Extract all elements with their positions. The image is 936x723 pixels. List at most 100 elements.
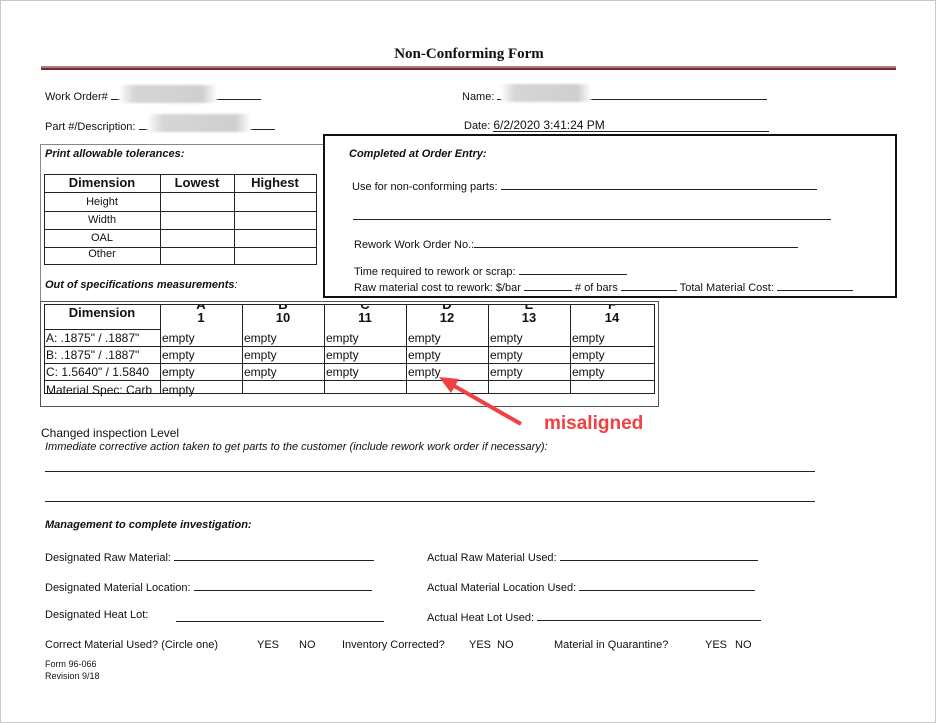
- measurements-heading: Out of specifications measurements:: [45, 279, 238, 291]
- measurement-cell[interactable]: empty: [408, 331, 441, 345]
- measurement-cell[interactable]: empty: [244, 365, 277, 379]
- col-letter-clip: E: [488, 305, 570, 310]
- page-title: Non-Conforming Form: [394, 46, 544, 62]
- table-line: [488, 304, 489, 394]
- actual-raw-field[interactable]: Actual Raw Material Used:: [427, 549, 758, 564]
- table-line: [160, 304, 161, 394]
- annotation-label: misaligned: [544, 413, 644, 434]
- row-oal: OAL: [90, 232, 113, 244]
- work-order-label: Work Order#: [45, 91, 108, 103]
- measurement-cell[interactable]: empty: [490, 365, 523, 379]
- measurement-cell[interactable]: empty: [572, 365, 605, 379]
- measurement-cell[interactable]: empty: [162, 383, 195, 397]
- date-field[interactable]: Date: 6/2/2020 3:41:24 PM: [464, 118, 770, 132]
- col-header-highest: Highest: [251, 175, 299, 190]
- redacted-part: [147, 114, 251, 132]
- measurements-outer-box: [40, 301, 659, 407]
- measurement-cell[interactable]: empty: [408, 348, 441, 362]
- use-for-field[interactable]: Use for non-conforming parts:: [352, 178, 817, 193]
- measurement-cell[interactable]: empty: [490, 331, 523, 345]
- measurement-cell[interactable]: empty: [326, 331, 359, 345]
- designated-location-field[interactable]: Designated Material Location:: [45, 579, 372, 594]
- corrective-line-2[interactable]: [45, 501, 815, 502]
- table-line: [44, 393, 655, 394]
- inventory-no[interactable]: NO: [497, 639, 514, 651]
- table-line: [324, 304, 325, 394]
- measurement-cell[interactable]: empty: [572, 331, 605, 345]
- correct-material-no[interactable]: NO: [299, 639, 316, 651]
- inventory-yes[interactable]: YES: [469, 639, 492, 651]
- corrective-action-label: Immediate corrective action taken to get…: [45, 441, 548, 453]
- col-header-number: 10: [275, 310, 291, 325]
- col-letter-clip: A: [160, 305, 242, 310]
- col-header-dimension: Dimension: [68, 175, 136, 190]
- row-label: A: .1875" / .1887": [46, 331, 140, 345]
- col-header-number: 14: [604, 310, 620, 325]
- date-label: Date:: [464, 120, 491, 132]
- order-entry-box: [323, 134, 897, 298]
- row-label: B: .1875" / .1887": [46, 348, 140, 362]
- col-letter-clip: B: [242, 305, 324, 310]
- row-other: Other: [88, 248, 116, 260]
- corrective-line-1[interactable]: [45, 471, 815, 472]
- actual-location-field[interactable]: Actual Material Location Used:: [427, 579, 756, 594]
- quarantine-label: Material in Quarantine?: [554, 639, 669, 651]
- col-letter-clip: D: [406, 305, 488, 310]
- management-heading: Management to complete investigation:: [45, 519, 252, 531]
- order-entry-heading: Completed at Order Entry:: [349, 148, 487, 160]
- quarantine-no[interactable]: NO: [735, 639, 752, 651]
- quarantine-yes[interactable]: YES: [705, 639, 728, 651]
- raw-cost-field[interactable]: Raw material cost to rework: $/bar # of …: [354, 279, 853, 294]
- name-value[interactable]: [497, 88, 768, 100]
- table-line: [44, 304, 45, 394]
- col-header-number: 11: [358, 310, 372, 325]
- table-line: [570, 304, 571, 394]
- use-for-second-line[interactable]: [353, 219, 831, 220]
- changed-inspection-level: Changed inspection Level: [41, 426, 180, 440]
- date-value[interactable]: 6/2/2020 3:41:24 PM: [493, 118, 770, 132]
- table-line: [44, 363, 655, 364]
- name-field[interactable]: Name:: [462, 88, 768, 103]
- col-header-number: 13: [521, 310, 537, 325]
- measurement-cell[interactable]: empty: [326, 365, 359, 379]
- col-header-letter: D: [406, 305, 488, 310]
- designated-heat-line[interactable]: [176, 621, 384, 622]
- measurement-cell[interactable]: empty: [490, 348, 523, 362]
- designated-heat-field[interactable]: Designated Heat Lot:: [45, 609, 149, 621]
- tolerances-heading: Print allowable tolerances:: [45, 148, 185, 160]
- name-label: Name:: [462, 91, 495, 103]
- measurement-cell[interactable]: empty: [572, 348, 605, 362]
- form-number: Form 96-066: [45, 659, 97, 669]
- time-required-field[interactable]: Time required to rework or scrap:: [354, 263, 627, 278]
- col-header-number: 12: [439, 310, 455, 325]
- col-header-letter: F: [570, 305, 654, 310]
- box-left-line: [40, 144, 41, 407]
- col-header-lowest: Lowest: [174, 175, 220, 190]
- revision: Revision 9/18: [45, 671, 100, 681]
- col-header-letter: C: [324, 305, 406, 310]
- col-header-letter: A: [160, 305, 242, 310]
- measurement-cell[interactable]: empty: [244, 348, 277, 362]
- table-line: [406, 304, 407, 394]
- box-top-line: [40, 144, 324, 145]
- col-header-number: 1: [197, 310, 205, 325]
- table-line: [44, 380, 655, 381]
- correct-material-yes[interactable]: YES: [257, 639, 280, 651]
- col-header-letter: B: [242, 305, 324, 310]
- measurement-cell[interactable]: empty: [162, 365, 195, 379]
- measurement-cell[interactable]: empty: [162, 331, 195, 345]
- table-line: [242, 304, 243, 394]
- measurement-cell[interactable]: empty: [408, 365, 441, 379]
- measurement-cell[interactable]: empty: [326, 348, 359, 362]
- measurement-cell[interactable]: empty: [244, 331, 277, 345]
- title-rule: [41, 66, 896, 68]
- actual-heat-field[interactable]: Actual Heat Lot Used:: [427, 609, 762, 624]
- rework-wo-field[interactable]: Rework Work Order No.:: [354, 236, 799, 251]
- designated-raw-field[interactable]: Designated Raw Material:: [45, 549, 375, 564]
- redacted-work-order: [119, 85, 217, 103]
- col-header-letter: E: [488, 305, 570, 310]
- measurement-cell[interactable]: empty: [162, 348, 195, 362]
- inventory-corrected-label: Inventory Corrected?: [342, 639, 445, 651]
- annotation-arrow-icon: [439, 377, 522, 426]
